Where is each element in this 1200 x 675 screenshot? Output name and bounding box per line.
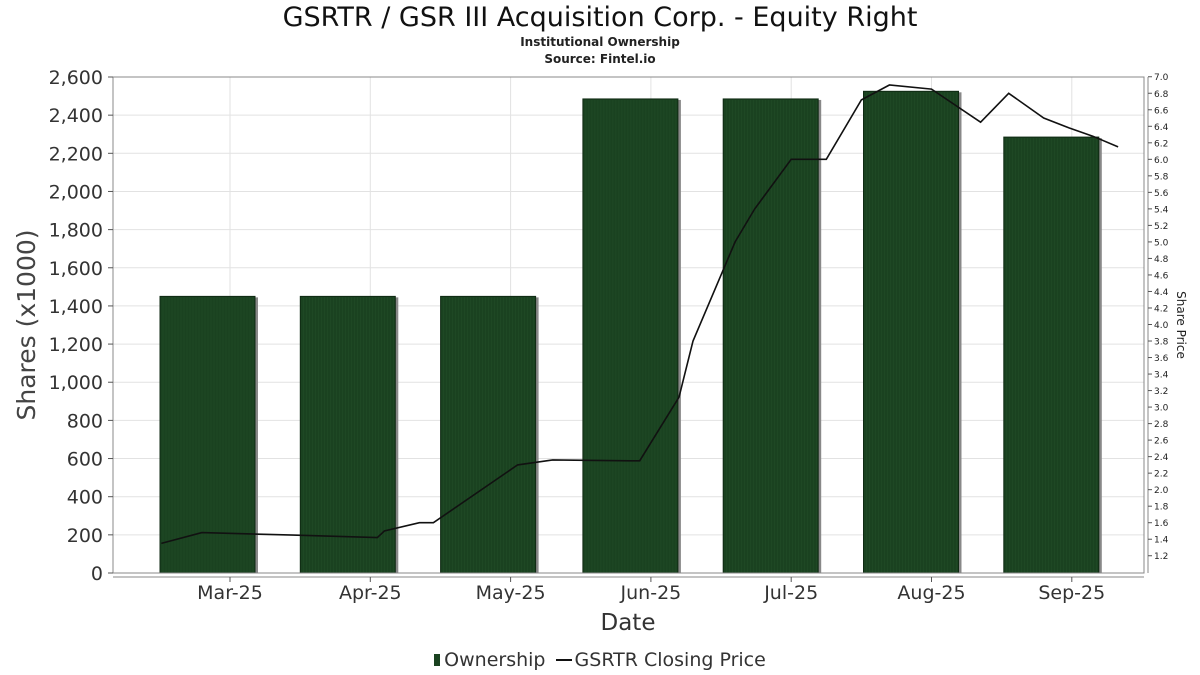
- y-right-tick-label: 5.8: [1154, 172, 1169, 182]
- ownership-swatch-icon: [434, 654, 441, 666]
- y-axis-left: 0 200 400 600 800 1,000 1,200 1,400 1,600 1,800 2,…: [49, 67, 113, 585]
- y-axis-right-title: Share Price: [1174, 291, 1188, 359]
- price-line-swatch-icon: [555, 659, 572, 661]
- y-right-tick-label: 1.6: [1154, 519, 1169, 529]
- x-tick-label: Apr-25: [339, 582, 402, 604]
- y-right-tick-label: 2.0: [1154, 486, 1169, 496]
- y-tick-label: 1,000: [49, 372, 103, 394]
- y-right-tick-label: 3.2: [1154, 387, 1168, 397]
- y-right-tick-label: 4.2: [1154, 304, 1168, 314]
- ownership-bar: [299, 295, 396, 574]
- ownership-bar: [722, 98, 819, 574]
- ownership-bar: [159, 295, 256, 574]
- x-tick-label: Jul-25: [763, 582, 818, 604]
- legend-label-ownership: Ownership: [444, 648, 546, 671]
- y-tick-label: 600: [67, 449, 103, 471]
- y-tick-label: 800: [67, 410, 103, 432]
- x-tick-label: Sep-25: [1038, 582, 1105, 604]
- y-right-tick-label: 6.6: [1154, 106, 1169, 116]
- y-right-tick-label: 4.6: [1154, 271, 1169, 281]
- ownership-bar: [440, 295, 537, 574]
- y-right-tick-label: 1.2: [1154, 552, 1168, 562]
- y-tick-label: 1,600: [49, 258, 103, 280]
- y-axis-right: 1.2 1.4 1.6 1.8 2.0 2.2 2.4 2.6 2.8 3.0 3.2 3.4 3.6 3…: [1147, 73, 1169, 573]
- y-axis-title: Shares (x1000): [12, 229, 41, 420]
- y-tick-label: 0: [91, 563, 103, 585]
- x-tick-label: Mar-25: [197, 582, 263, 604]
- y-tick-label: 1,400: [49, 296, 103, 318]
- y-right-tick-label: 4.0: [1154, 321, 1169, 331]
- legend-item-ownership[interactable]: Ownership: [434, 649, 545, 671]
- y-right-tick-label: 5.2: [1154, 222, 1168, 232]
- y-right-tick-label: 3.0: [1154, 404, 1169, 414]
- chart-title: GSRTR / GSR III Acquisition Corp. - Equi…: [282, 2, 918, 33]
- y-right-tick-label: 1.8: [1154, 503, 1169, 513]
- y-tick-label: 200: [67, 525, 103, 547]
- y-right-tick-label: 5.0: [1154, 238, 1169, 248]
- y-tick-label: 2,600: [49, 67, 103, 89]
- y-right-tick-label: 2.8: [1154, 420, 1169, 430]
- y-right-tick-label: 5.4: [1154, 205, 1169, 215]
- legend-item-price[interactable]: GSRTR Closing Price: [552, 649, 766, 671]
- y-right-tick-label: 6.8: [1154, 90, 1169, 100]
- y-right-tick-label: 6.0: [1154, 156, 1169, 166]
- ownership-bars: [159, 90, 1102, 574]
- y-right-tick-label: 3.4: [1154, 371, 1169, 381]
- y-tick-label: 2,200: [49, 143, 103, 165]
- price-line: [161, 84, 1119, 545]
- y-right-tick-label: 1.4: [1154, 536, 1169, 546]
- legend: Ownership GSRTR Closing Price: [0, 648, 1200, 671]
- x-tick-label: May-25: [476, 582, 546, 604]
- y-right-tick-label: 4.8: [1154, 255, 1169, 265]
- y-tick-label: 1,800: [49, 220, 103, 242]
- y-tick-label: 2,400: [49, 105, 103, 127]
- x-tick-label: Aug-25: [897, 582, 965, 604]
- x-axis-title: Date: [601, 610, 656, 636]
- y-right-tick-label: 5.6: [1154, 189, 1169, 199]
- x-axis: Mar-25 Apr-25 May-25 Jun-25 Jul-25 Aug-25 Sep-…: [113, 576, 1144, 604]
- y-right-tick-label: 2.6: [1154, 437, 1169, 447]
- y-right-tick-label: 7.0: [1154, 73, 1169, 83]
- y-right-tick-label: 3.8: [1154, 338, 1169, 348]
- y-tick-label: 400: [67, 487, 103, 509]
- x-tick-label: Jun-25: [620, 582, 682, 604]
- ownership-bar: [863, 90, 959, 574]
- y-tick-label: 1,200: [49, 334, 103, 356]
- y-right-tick-label: 4.4: [1154, 288, 1169, 298]
- ownership-bar: [582, 98, 679, 574]
- y-right-tick-label: 3.6: [1154, 354, 1169, 364]
- ownership-chart: 0 200 400 600 800 1,000 1,200 1,400 1,600 1,800 2,…: [12, 67, 1188, 636]
- y-right-tick-label: 2.2: [1154, 470, 1168, 480]
- y-right-tick-label: 2.4: [1154, 453, 1169, 463]
- chart-source: Source: Fintel.io: [544, 52, 656, 66]
- ownership-bar: [1003, 136, 1100, 574]
- y-right-tick-label: 6.4: [1154, 123, 1169, 133]
- chart-subtitle: Institutional Ownership: [520, 35, 680, 49]
- y-right-tick-label: 6.2: [1154, 139, 1168, 149]
- legend-label-price: GSRTR Closing Price: [574, 648, 766, 671]
- price-line-layer: [161, 84, 1119, 545]
- y-tick-label: 2,000: [49, 181, 103, 203]
- plot-area-border: [112, 76, 1145, 574]
